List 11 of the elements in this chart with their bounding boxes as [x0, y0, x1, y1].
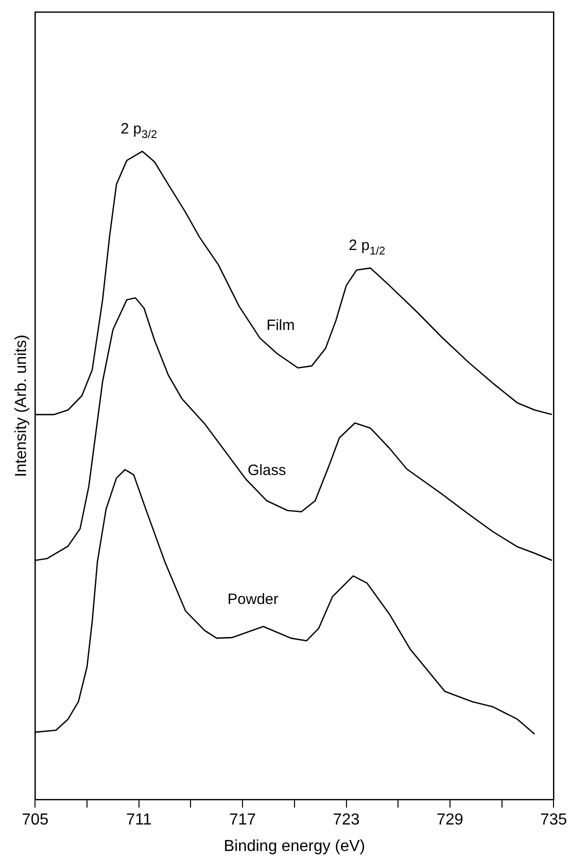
x-tick-label: 711	[126, 812, 152, 829]
x-tick-label: 705	[22, 812, 49, 829]
x-axis-title: Binding energy (eV)	[224, 838, 366, 855]
y-axis-title: Intensity (Arb. units)	[13, 334, 30, 477]
series-label: Glass	[248, 462, 286, 479]
x-tick-label: 729	[436, 812, 464, 829]
series-label: Film	[266, 316, 295, 334]
x-tick-label: 735	[540, 812, 568, 829]
x-tick-label: 723	[332, 812, 360, 829]
series-label: Powder	[228, 591, 278, 608]
x-tick-label: 717	[229, 812, 256, 829]
